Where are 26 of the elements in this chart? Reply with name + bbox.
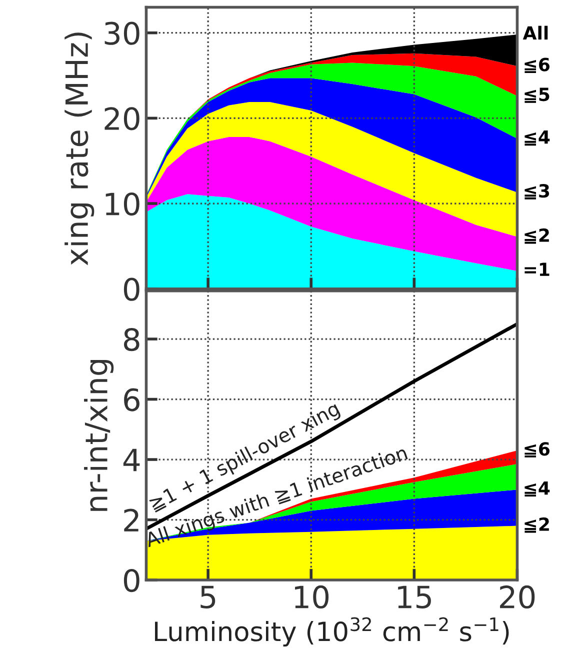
series-label: ≦2 [524, 517, 549, 533]
series-label: ≦6 [524, 58, 550, 74]
series-label: ≦3 [524, 184, 550, 200]
series-label: ≦4 [524, 130, 550, 146]
x-tick-label: 10 [295, 585, 329, 609]
series-label: =1 [524, 262, 550, 276]
x-tick-label: 5 [200, 586, 216, 609]
y-tick-label: 0 [124, 568, 140, 592]
x-axis-title: Luminosity (10$^{32}$ cm$^{−2}$ s$^{−1}$) [155, 617, 509, 647]
series-label: ≦4 [524, 481, 550, 497]
y-tick-label: 0 [124, 278, 140, 301]
y-tick-label: 4 [123, 448, 140, 472]
y-axis-title: xing rate (MHz) [64, 32, 94, 266]
y-axis-title: nr-int/xing [84, 360, 114, 511]
x-tick-label: 15 [398, 586, 431, 609]
series-label: ≦2 [524, 228, 549, 244]
y-tick-label: 20 [104, 107, 140, 130]
x-tick-label: 20 [500, 585, 535, 609]
series-label: All [522, 26, 548, 40]
series-label: ≦6 [524, 442, 550, 458]
y-tick-label: 6 [124, 388, 140, 412]
y-tick-label: 8 [124, 328, 140, 352]
y-tick-label: 30 [104, 22, 140, 45]
series-label: ≦5 [524, 88, 550, 103]
y-tick-label: 2 [124, 508, 138, 532]
y-tick-label: 10 [106, 192, 140, 216]
